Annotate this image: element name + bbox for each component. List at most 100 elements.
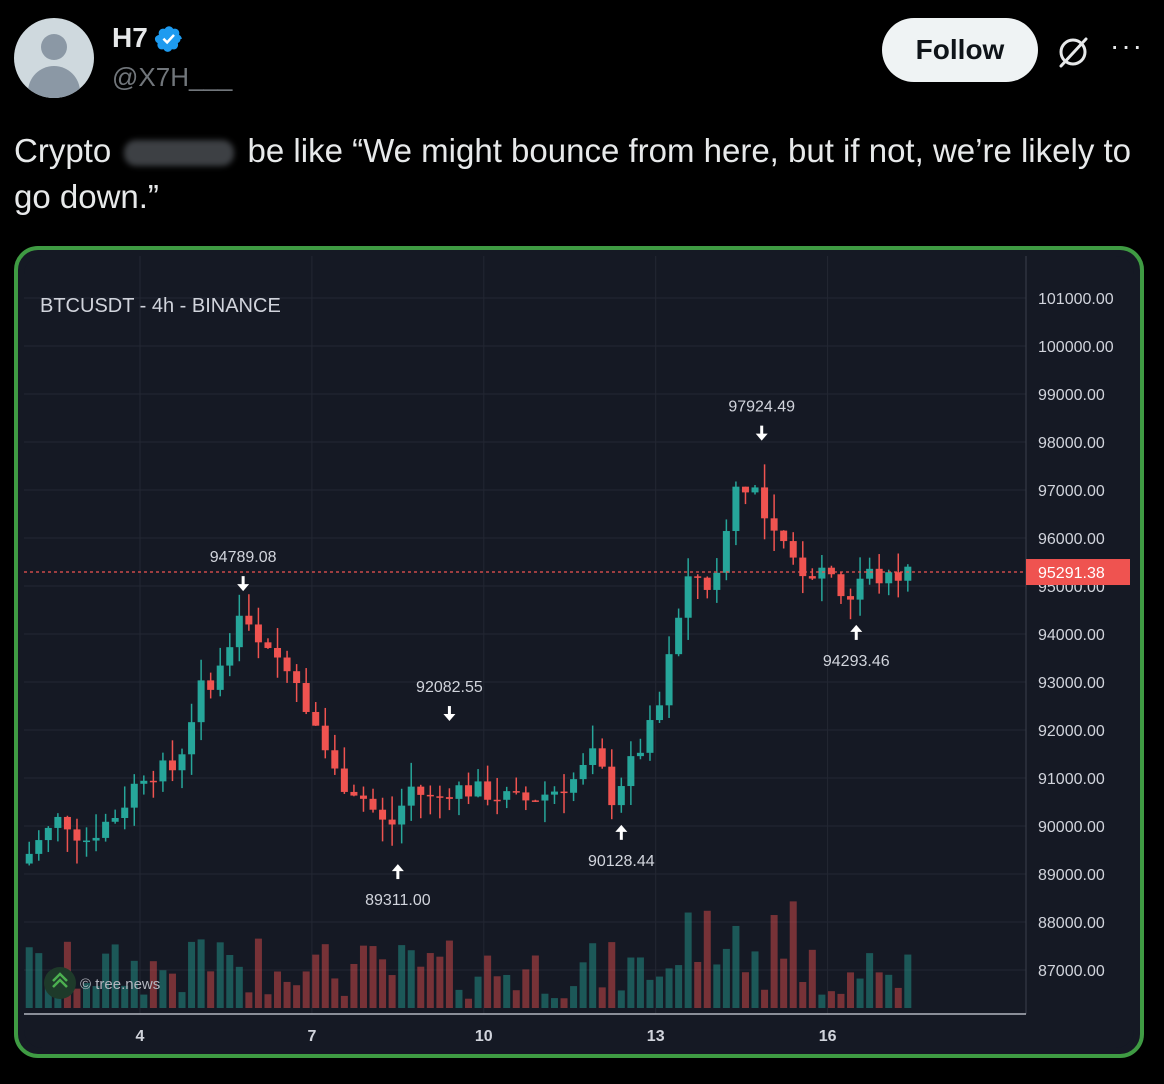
volume-bar (178, 992, 186, 1008)
volume-bar (149, 961, 157, 1008)
candle-body (875, 568, 883, 584)
candle-body (331, 750, 339, 769)
volume-bar (799, 982, 807, 1008)
author-avatar[interactable] (14, 18, 94, 98)
verified-badge-icon (154, 26, 182, 52)
volume-bar (207, 971, 215, 1008)
volume-bar (140, 994, 148, 1008)
candle-body (694, 576, 702, 578)
candle-body (656, 705, 664, 721)
volume-bar (837, 993, 845, 1008)
candle-body (178, 754, 186, 771)
post-text-suffix: be like “We might bounce from here, but … (14, 132, 1132, 215)
candle-body (608, 766, 616, 806)
candle-body (550, 791, 558, 795)
candle-body (675, 617, 683, 655)
time-tick-label: 16 (819, 1028, 837, 1045)
volume-bar (818, 994, 826, 1008)
annotation-label: 92082.55 (416, 679, 483, 696)
volume-bar (684, 912, 692, 1008)
candle-body (799, 557, 807, 577)
candle-body (388, 819, 396, 825)
candle-body (598, 748, 606, 767)
author-name[interactable]: H7 (112, 22, 148, 53)
candle-body (751, 487, 759, 493)
chart-image-card[interactable]: 101000.00 100000.00 99000.00 98000.00 97000.… (14, 246, 1144, 1058)
volume-bar (503, 974, 511, 1008)
volume-bar (541, 993, 549, 1008)
candle-body (379, 809, 387, 820)
volume-bar (417, 966, 425, 1008)
volume-bar (808, 949, 816, 1008)
volume-bar (856, 978, 864, 1008)
candle-body (159, 760, 167, 782)
volume-bar (359, 945, 367, 1008)
volume-bar (426, 953, 434, 1008)
volume-bar (465, 998, 473, 1008)
price-tick-label: 93000.00 (1038, 675, 1105, 692)
volume-bar (741, 972, 749, 1008)
volume-bar (522, 969, 530, 1008)
annotation-arrow-head (755, 433, 768, 441)
candle-body (636, 752, 644, 757)
price-tick-label: 87000.00 (1038, 963, 1105, 980)
candle-body (484, 781, 492, 800)
candle-body (188, 722, 196, 755)
volume-bar (636, 957, 644, 1008)
volume-bar (44, 985, 52, 1008)
volume-bar (656, 976, 664, 1008)
grok-icon[interactable] (1055, 34, 1091, 70)
volume-bar (245, 992, 253, 1008)
candle-body (780, 530, 788, 542)
price-chart: 101000.00 100000.00 99000.00 98000.00 97000.… (24, 256, 1130, 1045)
candle-body (149, 780, 157, 783)
volume-bar (254, 938, 262, 1008)
volume-bar (283, 981, 291, 1008)
candle-body (302, 683, 310, 712)
volume-bar (312, 954, 320, 1008)
candle-body (789, 541, 797, 558)
volume-bar (455, 989, 463, 1008)
volume-bar (713, 964, 721, 1008)
candle-body (732, 486, 740, 532)
volume-bar (493, 976, 501, 1008)
annotation-label: 97924.49 (728, 399, 795, 416)
candle-body (856, 578, 864, 600)
candle-body (283, 657, 291, 672)
avatar-head (41, 34, 67, 60)
author-handle[interactable]: @X7H___ (112, 62, 233, 92)
volume-bar (130, 960, 138, 1008)
candle-body (665, 654, 673, 706)
volume-bar (589, 943, 597, 1008)
candle-body (92, 837, 100, 841)
volume-bar (827, 991, 835, 1008)
volume-bar (789, 901, 797, 1008)
candle-body (703, 577, 711, 590)
volume-bar (761, 989, 769, 1008)
candle-body (35, 840, 43, 854)
candle-body (102, 821, 110, 838)
volume-bar (274, 971, 282, 1008)
volume-bar (369, 946, 377, 1008)
candle-body (168, 760, 176, 771)
volume-bar (293, 985, 301, 1008)
price-tick-label: 96000.00 (1038, 531, 1105, 548)
time-tick-label: 13 (647, 1028, 665, 1045)
volume-bar (388, 975, 396, 1008)
annotation-label: 89311.00 (365, 892, 431, 909)
candle-body (818, 567, 826, 579)
price-tick-label: 90000.00 (1038, 819, 1105, 836)
candle-body (254, 624, 262, 643)
current-price-label: 95291.38 (1038, 565, 1105, 582)
candle-body (541, 794, 549, 801)
candle-body (512, 791, 520, 793)
volume-bar (159, 970, 167, 1008)
candle-body (617, 786, 625, 806)
volume-bar (264, 994, 272, 1008)
volume-bar (226, 955, 234, 1008)
more-options-icon[interactable]: ··· (1110, 30, 1144, 61)
candle-body (73, 829, 81, 841)
follow-button[interactable]: Follow (882, 18, 1038, 82)
candle-body (398, 805, 406, 825)
volume-bar (168, 973, 176, 1008)
